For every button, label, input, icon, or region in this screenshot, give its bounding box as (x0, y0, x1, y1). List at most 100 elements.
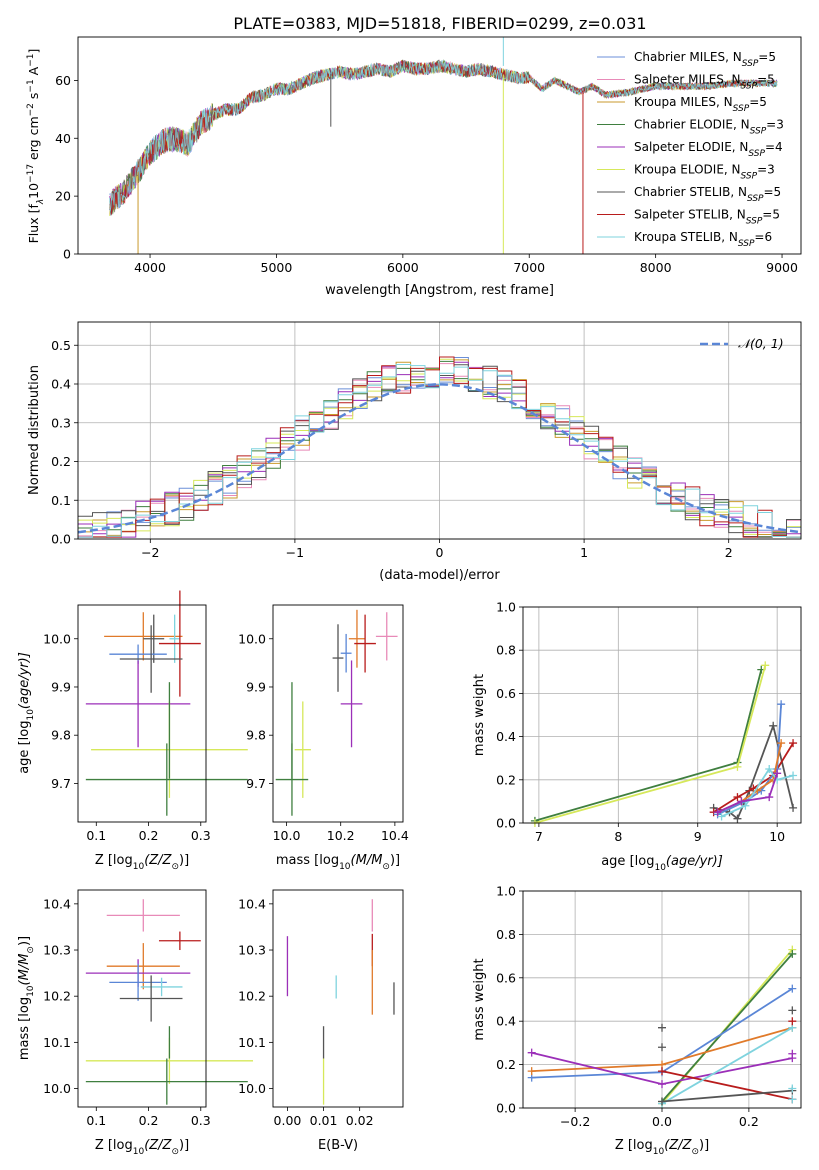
panels: 4000 5000 6000 7000 8000 90000204060Chabrier … (17, 36, 802, 1157)
errorbar-point (158, 931, 201, 951)
axes-frame (522, 606, 802, 824)
x-axis-label: mass [log10(M/M⊙)] (276, 853, 400, 872)
series-marker (765, 765, 774, 773)
errorbar-point (140, 977, 183, 997)
y-tick-label: 10.1 (238, 1035, 266, 1050)
x-tick-label: 8 (614, 829, 622, 844)
plot-area (77, 356, 801, 538)
series-marker (733, 762, 742, 771)
x-tick-label: 10.0 (273, 828, 301, 843)
y-tick-label: 0.8 (496, 927, 516, 942)
y-tick-label: 10.3 (43, 943, 71, 958)
label-part: Z [log (95, 1138, 133, 1153)
label-part: Kroupa ELODIE, N (634, 163, 741, 177)
label-part: SSP (741, 172, 758, 182)
x-tick-label: −2 (141, 545, 159, 560)
ticks: 0.00 0.01 0.02 10.0 10.1 10.2 10.3 10.4 (238, 896, 373, 1128)
normal-curve (77, 383, 799, 534)
legend-label: Kroupa MILES, NSSP=5 (634, 95, 767, 114)
extra-marker (788, 1084, 797, 1093)
label-part: SSP (750, 127, 767, 137)
label-part: (Z/Z (144, 1138, 172, 1153)
x-tick-label: 4000 (134, 260, 166, 275)
errorbar-point (332, 624, 344, 692)
y-tick-label: 0.4 (51, 377, 71, 392)
y-tick-label: 0.0 (51, 532, 71, 547)
label-part: 10 (26, 183, 41, 199)
series-marker (788, 984, 797, 993)
label-part: =5 (758, 50, 776, 64)
label-part: age [log (17, 721, 32, 774)
label-part: (age/yr)] (17, 652, 32, 709)
y-tick-label: 0.0 (496, 816, 516, 831)
x-tick-label: 0.3 (191, 1113, 211, 1128)
errorbar-point (169, 614, 180, 663)
label-part: (Z/Z (664, 1138, 692, 1153)
label-part: )] (179, 1138, 189, 1153)
plot-area (109, 37, 778, 254)
y-tick-label: 9.8 (51, 728, 71, 743)
label-part: SSP (741, 82, 758, 92)
label-part: Salpeter ELODIE, N (634, 140, 748, 154)
label-part: 10 (654, 863, 666, 873)
series-marker (658, 1067, 666, 1076)
series-marker (789, 803, 798, 812)
legend-label: Chabrier STELIB, NSSP=5 (634, 185, 781, 204)
ticks: 7 8 9 10 0.0 0.2 0.4 0.6 0.8 1.0 (496, 600, 785, 845)
plot-area (286, 899, 395, 1105)
y-tick-label: 0.6 (496, 970, 516, 985)
label-part: =5 (749, 95, 767, 109)
x-tick-label: 5000 (261, 260, 293, 275)
y-tick-label: 10.0 (43, 1081, 71, 1096)
label-part: 10 (26, 709, 36, 721)
y-tick-label: 0.2 (51, 454, 71, 469)
label-part: Chabrier STELIB, N (634, 185, 747, 199)
x-tick-label: 7 (535, 829, 543, 844)
label-part: ⊙ (26, 946, 36, 954)
label-part: SSP (733, 104, 750, 114)
series-marker (789, 771, 798, 780)
y-tick-label: 0.2 (496, 772, 516, 787)
y-tick-label: 10.2 (238, 989, 266, 1004)
label-part: Flux [f (26, 204, 41, 244)
label-part: ⊙ (171, 1147, 179, 1157)
x-tick-label: 9 (694, 829, 702, 844)
y-tick-label: 0.5 (51, 338, 71, 353)
x-tick-label: 10.4 (381, 828, 409, 843)
label-part: 10 (653, 1147, 665, 1157)
label-part: λ (36, 199, 46, 205)
label-part: Chabrier MILES, N (634, 50, 742, 64)
errorbar-point (119, 625, 183, 693)
label-part: )] (179, 853, 189, 868)
label-part: ⊙ (171, 862, 179, 872)
y-tick-label: 10.1 (43, 1035, 71, 1050)
panel-z-massweight: −0.2 0.0 0.2 0.0 0.2 0.4 0.6 0.8 1.0 mass weight Z… (472, 884, 802, 1157)
y-axis-label: Flux [fλ10−17 erg cm−2 s−1 A−1] (26, 49, 46, 244)
series-marker (717, 812, 726, 821)
figure-title: PLATE=0383, MJD=51818, FIBERID=0299, z=0… (233, 14, 646, 33)
x-axis-label: age [log10(age/yr)] (601, 854, 723, 873)
series-line (713, 722, 794, 821)
y-tick-label: 0.2 (496, 1057, 516, 1072)
y-tick-label: 9.7 (51, 776, 71, 791)
label-part: mass [log (276, 853, 339, 868)
errorbar-point (340, 633, 352, 673)
extra-marker (658, 1043, 666, 1052)
y-tick-label: 9.9 (246, 679, 266, 694)
axes-frame (522, 890, 802, 1109)
plot-area (85, 590, 248, 816)
legend-label: Kroupa STELIB, NSSP=6 (634, 230, 772, 249)
x-tick-label: 0.00 (274, 1113, 302, 1128)
label-part: =3 (766, 118, 784, 132)
panel-z-age: 0.1 0.2 0.39.79.89.910.0Z [log10(Z/Z⊙)]age… (17, 590, 248, 872)
label-part: SSP (748, 149, 765, 159)
errorbar-point (106, 943, 180, 990)
series-marker (658, 1080, 666, 1089)
series-marker (527, 1048, 536, 1057)
errorbar-point (85, 1058, 248, 1105)
series-marker (765, 793, 774, 802)
label-part: Salpeter STELIB, N (634, 208, 746, 222)
series-marker (658, 1097, 666, 1106)
x-tick-label: 0.02 (346, 1113, 374, 1128)
plot-area (85, 899, 254, 1105)
